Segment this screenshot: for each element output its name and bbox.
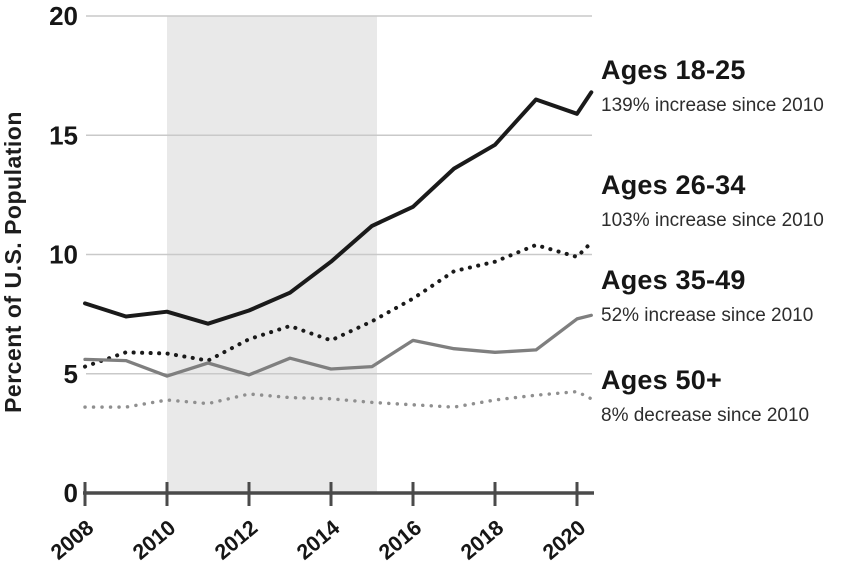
legend-item-ages-35-49: Ages 35-49 52% increase since 2010 <box>601 265 851 327</box>
x-tick-label: 2008 <box>46 515 98 564</box>
legend-item-ages-18-25: Ages 18-25 139% increase since 2010 <box>601 55 851 117</box>
legend-item-ages-26-34: Ages 26-34 103% increase since 2010 <box>601 170 851 232</box>
x-tick-label: 2010 <box>128 515 180 564</box>
legend-item-ages-50-plus: Ages 50+ 8% decrease since 2010 <box>601 365 851 427</box>
y-tick-label: 5 <box>64 359 78 389</box>
y-tick-label: 20 <box>49 1 78 31</box>
legend-series-annotation: 52% increase since 2010 <box>601 304 814 326</box>
legend-series-annotation: 139% increase since 2010 <box>601 94 824 116</box>
y-tick-label: 15 <box>49 120 78 150</box>
legend-series-label: Ages 26-34 <box>601 170 746 200</box>
y-axis-title: Percent of U.S. Population <box>0 111 26 413</box>
x-tick-label: 2018 <box>456 515 508 564</box>
legend-series-label: Ages 18-25 <box>601 55 746 85</box>
x-tick-label: 2016 <box>374 515 426 564</box>
x-tick-label: 2012 <box>210 515 262 564</box>
legend-series-label: Ages 50+ <box>601 365 722 395</box>
series-line-ages-35-49 <box>83 313 593 378</box>
x-tick-label: 2014 <box>292 515 344 564</box>
x-tick-label: 2020 <box>538 515 590 564</box>
series-line-ages-18-25 <box>83 90 594 326</box>
y-tick-label: 10 <box>49 240 78 270</box>
legend-series-annotation: 103% increase since 2010 <box>601 209 824 231</box>
legend-series-label: Ages 35-49 <box>601 265 746 295</box>
series-line-ages-26-34 <box>83 240 594 369</box>
y-tick-label: 0 <box>64 478 78 508</box>
legend-series-annotation: 8% decrease since 2010 <box>601 404 810 426</box>
